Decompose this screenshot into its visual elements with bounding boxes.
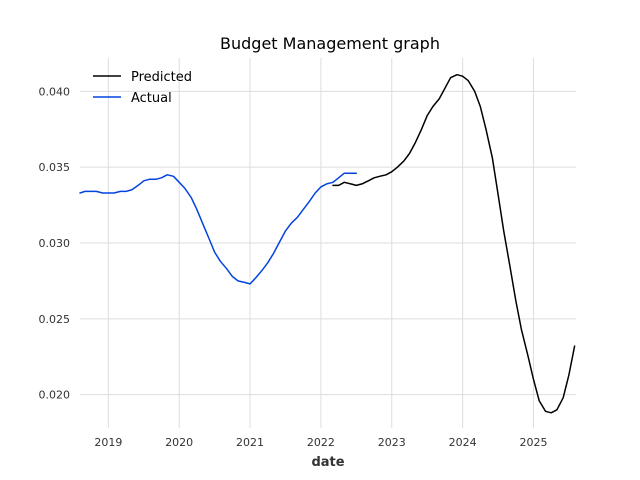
x-tick-label: 2019: [94, 436, 122, 449]
x-axis-label: date: [311, 455, 344, 470]
x-axis: 2019 2020 2021 2022 2023 2024 2025: [94, 436, 547, 449]
x-tick-label: 2021: [236, 436, 264, 449]
x-tick-label: 2020: [165, 436, 193, 449]
legend-label-actual: Actual: [131, 91, 172, 106]
grid-lines: [80, 58, 576, 428]
y-axis: 0.020 0.025 0.030 0.035 0.040: [39, 85, 71, 401]
y-tick-label: 0.040: [39, 85, 71, 98]
x-tick-label: 2025: [519, 436, 547, 449]
y-tick-label: 0.035: [39, 161, 71, 174]
series-layer: [79, 73, 576, 414]
chart-title: Budget Management graph: [220, 34, 440, 53]
x-tick-label: 2023: [378, 436, 406, 449]
y-tick-label: 0.025: [39, 313, 71, 326]
legend: Predicted Actual: [93, 70, 192, 106]
x-tick-label: 2022: [307, 436, 335, 449]
series-line-actual: [79, 172, 358, 285]
legend-label-predicted: Predicted: [131, 70, 192, 85]
y-tick-label: 0.030: [39, 237, 71, 250]
x-tick-label: 2024: [449, 436, 477, 449]
y-tick-label: 0.020: [39, 389, 71, 402]
series-line-predicted: [332, 73, 576, 414]
